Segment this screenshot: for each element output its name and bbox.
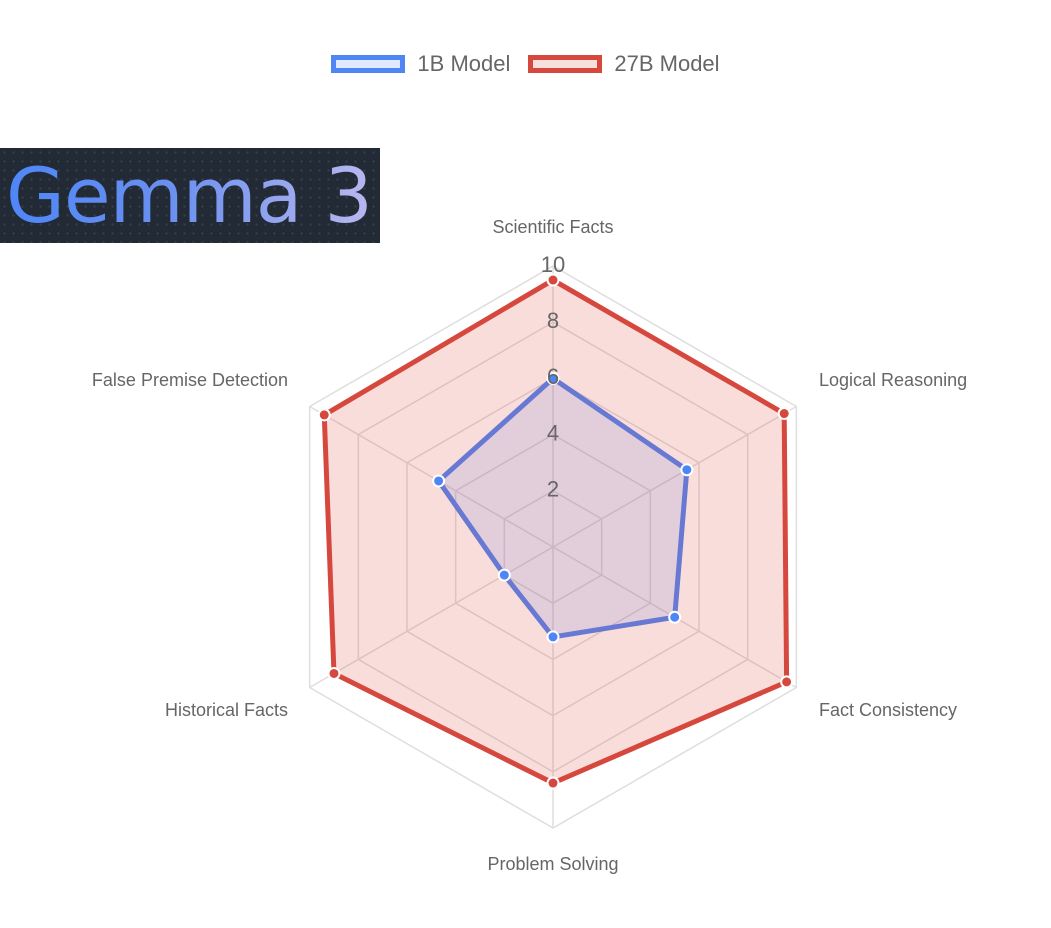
gemma-logo: Gemma 3 (0, 148, 380, 243)
tick-label: 2 (547, 477, 559, 502)
axis-label: Historical Facts (165, 700, 288, 720)
data-point (432, 474, 446, 488)
data-point (317, 408, 331, 422)
tick-label: 4 (547, 420, 559, 445)
grid-spoke (309, 546, 554, 689)
data-point (546, 776, 560, 790)
axis-label: Logical Reasoning (819, 370, 967, 390)
grid-spoke (552, 405, 797, 548)
grid-spoke (309, 405, 554, 548)
axis-label: Fact Consistency (819, 700, 957, 720)
legend-label: 27B Model (614, 51, 720, 76)
series-area-2 (321, 277, 790, 786)
legend-item[interactable]: 27B Model (528, 51, 720, 77)
data-point (497, 568, 511, 582)
data-point (668, 610, 682, 624)
data-point (546, 273, 560, 287)
legend-label: 1B Model (417, 51, 511, 76)
legend-swatch (331, 55, 406, 73)
legend-item[interactable]: 1B Model (331, 51, 510, 77)
axis-label: False Premise Detection (92, 370, 288, 390)
axis-label: Scientific Facts (492, 217, 613, 237)
tick-label: 10 (541, 252, 565, 277)
axis-label: Problem Solving (487, 854, 618, 874)
logo-text: Gemma 3 (6, 150, 373, 240)
chart-legend: 1B Model 27B Model (0, 44, 1051, 84)
legend-swatch (528, 55, 603, 73)
data-point (777, 407, 791, 421)
tick-label: 8 (547, 308, 559, 333)
data-point (546, 371, 560, 385)
data-point (780, 675, 794, 689)
data-point (327, 666, 341, 680)
data-point (546, 630, 560, 644)
tick-label: 6 (547, 364, 559, 389)
data-point (680, 463, 694, 477)
